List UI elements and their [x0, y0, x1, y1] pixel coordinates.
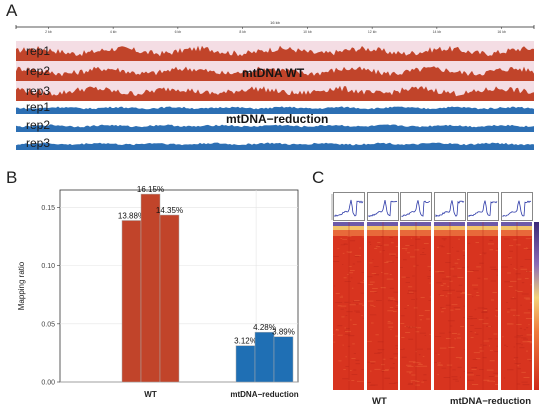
- y-tick-label: 0.15: [41, 205, 55, 212]
- ruler-tick-label: 6 kb: [175, 30, 182, 34]
- bar: [140, 193, 161, 383]
- profile-y-axis: [331, 194, 333, 220]
- group-label-wt: mtDNA WT: [242, 66, 305, 80]
- heatmap-column: [333, 222, 364, 390]
- ruler-tick-label: 12 kb: [368, 30, 377, 34]
- heatmap-column: [500, 222, 532, 390]
- bar: [254, 331, 275, 383]
- bar-value-label: 3.12%: [234, 337, 257, 346]
- ruler-tick-label: 10 kb: [303, 30, 312, 34]
- ruler-tick-label: 8 kb: [239, 30, 246, 34]
- heatmap-colorbar: [534, 222, 539, 390]
- bar-value-label: 4.28%: [253, 323, 276, 332]
- track-label: rep1: [26, 44, 51, 58]
- ruler-tick-label: 4 kb: [110, 30, 117, 34]
- bar-value-label: 3.89%: [272, 328, 295, 337]
- profile-plot: [433, 192, 466, 221]
- y-tick-label: 0.10: [41, 263, 55, 270]
- profile-plot: [467, 192, 499, 221]
- profile-plot: [333, 192, 365, 221]
- coverage-track: [16, 41, 534, 61]
- heatmap-column: [366, 222, 398, 390]
- track-label: rep2: [26, 118, 51, 132]
- heatmap-column: [433, 222, 465, 390]
- bar: [273, 336, 294, 383]
- panel-a-letter: A: [6, 1, 18, 20]
- x-category-label: mtDNA−reduction: [230, 390, 298, 399]
- heatmap-label-reduction: mtDNA−reduction: [450, 396, 532, 407]
- bar-value-label: 16.15%: [137, 185, 164, 194]
- heatmap-label-wt: WT: [372, 396, 387, 407]
- panel-b-letter: B: [6, 168, 18, 187]
- heatmap-column: [467, 222, 498, 390]
- profile-plot: [400, 192, 432, 221]
- track-label: rep2: [26, 64, 51, 78]
- track-label: rep3: [26, 84, 51, 98]
- coverage-track: [16, 118, 534, 132]
- coverage-track: [16, 100, 534, 114]
- y-axis-label: Mapping ratio: [17, 261, 26, 310]
- coverage-track: [16, 81, 534, 101]
- bar: [121, 220, 142, 383]
- bar-value-label: 14.35%: [156, 206, 183, 215]
- bar: [235, 345, 256, 383]
- coverage-track: [16, 61, 534, 81]
- profile-plot: [500, 192, 533, 221]
- x-category-label: WT: [144, 390, 157, 399]
- ruler-tick-label: 16 kb: [497, 30, 506, 34]
- heatmap-column: [400, 222, 431, 390]
- profile-plot: [366, 192, 399, 221]
- ruler-tick-label: 2 kb: [45, 30, 52, 34]
- genome-ruler: 16 kb 2 kb 4 kb 6 kb 8 kb 10 kb 12 kb 14 kb 16 …: [15, 20, 535, 34]
- ruler-title: 16 kb: [270, 20, 281, 25]
- track-label: rep3: [26, 136, 51, 150]
- group-label-reduction: mtDNA−reduction: [226, 112, 329, 126]
- mapping-ratio-chart: 0.00 0.05 0.10 0.15 Mapping ratio 13.88% 16.15…: [17, 185, 299, 399]
- track-label: rep1: [26, 100, 51, 114]
- bar: [159, 214, 180, 383]
- y-tick-label: 0.00: [41, 380, 55, 387]
- coverage-track: [16, 136, 534, 150]
- bar-value-label: 13.88%: [118, 211, 145, 220]
- ruler-tick-label: 14 kb: [433, 30, 442, 34]
- y-tick-label: 0.05: [41, 321, 55, 328]
- panel-c-letter: C: [312, 168, 325, 187]
